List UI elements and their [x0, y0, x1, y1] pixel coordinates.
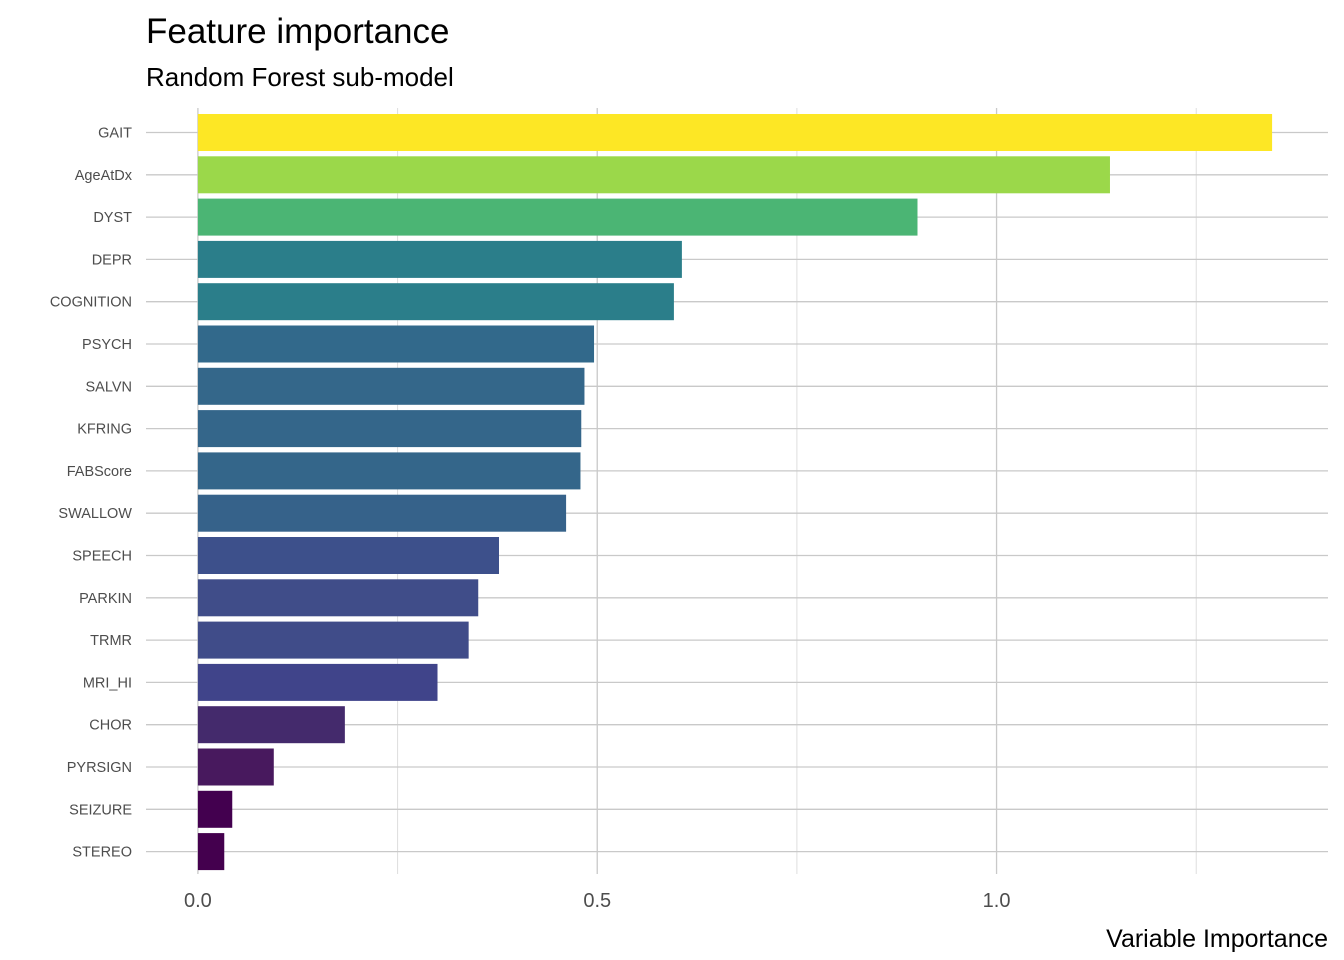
- y-tick-label: AgeAtDx: [75, 168, 133, 184]
- bar-trmr: [197, 621, 469, 659]
- x-tick-labels: 0.0 0.5 1.0: [184, 890, 1010, 912]
- y-tick-label: PSYCH: [82, 337, 132, 353]
- y-tick-label: SEIZURE: [69, 802, 132, 818]
- y-tick-label: MRI_HI: [83, 675, 132, 691]
- y-tick-label: DYST: [93, 210, 132, 226]
- y-tick-label: CHOR: [89, 718, 132, 734]
- bar-dyst: [197, 198, 918, 236]
- y-tick-label: SWALLOW: [58, 506, 132, 522]
- bar-cognition: [197, 283, 674, 321]
- y-tick-label: TRMR: [90, 633, 132, 649]
- bar-salvn: [197, 367, 585, 405]
- bar-kfring: [197, 410, 582, 448]
- bar-mri-hi: [197, 663, 438, 701]
- x-tick-label: 1.0: [983, 890, 1011, 912]
- y-tick-label: DEPR: [92, 252, 132, 268]
- bar-psych: [197, 325, 595, 363]
- bar-parkin: [197, 579, 479, 617]
- x-axis-title: Variable Importance: [1106, 925, 1328, 953]
- y-tick-label: STEREO: [72, 845, 132, 861]
- y-tick-label: KFRING: [77, 422, 132, 438]
- bar-depr: [197, 240, 682, 278]
- bar-swallow: [197, 494, 567, 532]
- bar-ageatdx: [197, 156, 1110, 194]
- bar-pyrsign: [197, 748, 274, 786]
- y-tick-label: SPEECH: [72, 549, 132, 565]
- bar-fabscore: [197, 452, 581, 490]
- bar-stereo: [197, 833, 225, 871]
- bar-speech: [197, 537, 500, 574]
- x-tick-label: 0.0: [184, 890, 212, 912]
- chart-title: Feature importance: [146, 12, 449, 51]
- y-tick-label: PYRSIGN: [67, 760, 132, 776]
- y-tick-labels: GAIT AgeAtDx DYST DEPR COGNITION PSYCH SALVN KF…: [50, 126, 133, 861]
- y-tick-label: COGNITION: [50, 295, 132, 311]
- y-tick-label: SALVN: [86, 379, 132, 395]
- x-tick-label: 0.5: [583, 890, 611, 912]
- y-tick-label: FABScore: [67, 464, 132, 480]
- bars-layer: [197, 114, 1273, 871]
- y-tick-label: PARKIN: [79, 591, 132, 607]
- bar-seizure: [197, 790, 233, 828]
- bar-gait: [197, 114, 1273, 151]
- y-tick-label: GAIT: [98, 126, 132, 142]
- chart-subtitle: Random Forest sub-model: [146, 62, 454, 92]
- bar-chor: [197, 706, 345, 744]
